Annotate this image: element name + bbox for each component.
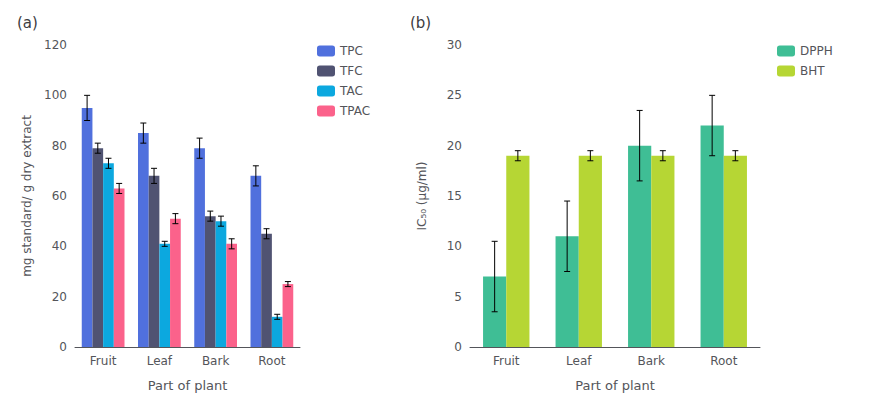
svg-text:IC₅₀ (μg/ml): IC₅₀ (μg/ml) [415, 161, 429, 230]
svg-text:BHT: BHT [800, 64, 825, 78]
svg-text:100: 100 [44, 88, 67, 102]
svg-text:20: 20 [52, 290, 67, 304]
svg-text:(b): (b) [410, 14, 431, 32]
svg-text:20: 20 [447, 139, 462, 153]
svg-text:TPAC: TPAC [339, 104, 370, 118]
svg-text:60: 60 [52, 189, 67, 203]
svg-text:120: 120 [44, 38, 67, 52]
svg-text:(a): (a) [17, 14, 38, 32]
svg-text:0: 0 [59, 340, 67, 354]
svg-text:TAC: TAC [339, 84, 363, 98]
svg-text:Part of plant: Part of plant [575, 378, 655, 393]
svg-text:Part of plant: Part of plant [148, 378, 228, 393]
svg-text:Fruit: Fruit [493, 354, 520, 368]
svg-text:15: 15 [447, 189, 462, 203]
svg-text:Bark: Bark [638, 354, 666, 368]
svg-text:Root: Root [258, 354, 285, 368]
svg-text:80: 80 [52, 139, 67, 153]
svg-text:10: 10 [447, 239, 462, 253]
svg-text:40: 40 [52, 239, 67, 253]
svg-text:0: 0 [454, 340, 462, 354]
svg-text:5: 5 [454, 290, 462, 304]
svg-text:Leaf: Leaf [566, 354, 592, 368]
svg-text:30: 30 [447, 38, 462, 52]
svg-text:DPPH: DPPH [800, 44, 833, 58]
svg-text:Bark: Bark [202, 354, 230, 368]
svg-text:Leaf: Leaf [147, 354, 173, 368]
svg-text:25: 25 [447, 88, 462, 102]
svg-text:Fruit: Fruit [90, 354, 117, 368]
svg-text:TFC: TFC [339, 64, 363, 78]
svg-text:mg standard/ g dry extract: mg standard/ g dry extract [20, 115, 34, 277]
svg-text:TPC: TPC [339, 44, 363, 58]
svg-text:Root: Root [710, 354, 737, 368]
